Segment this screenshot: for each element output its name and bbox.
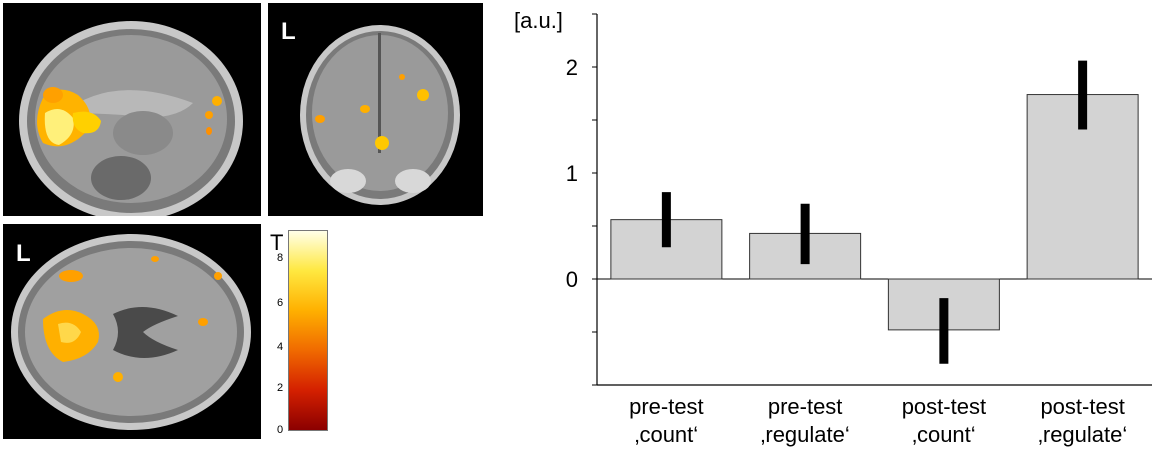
colorbar-tick-0: 0	[277, 424, 284, 436]
x-tick-label: pre-test	[629, 394, 704, 419]
coronal-image	[300, 25, 460, 205]
coronal-brain-slice: L	[268, 3, 483, 216]
sagittal-image	[19, 21, 243, 216]
y-tick-label: 0	[566, 267, 578, 292]
axial-left-marker: L	[16, 240, 31, 267]
x-tick-label: post-test	[902, 394, 986, 419]
y-tick-label: 1	[566, 161, 578, 186]
colorbar-tick-2: 2	[277, 382, 284, 394]
x-tick-label: ‚regulate‘	[1038, 422, 1127, 447]
x-tick-label: ‚count‘	[912, 422, 976, 447]
axial-image	[11, 234, 251, 430]
sagittal-brain-slice	[3, 3, 261, 216]
colorbar-tick-6: 6	[277, 297, 284, 309]
colorbar-tick-8: 8	[277, 252, 284, 264]
x-tick-label: post-test	[1040, 394, 1124, 419]
chart-plot-area: 0 1 2 pre-test ‚count‘ pre-test ‚regulate‘ post…	[566, 13, 1152, 447]
y-axis-label: [a.u.]	[514, 8, 563, 33]
x-tick-label: ‚regulate‘	[760, 422, 849, 447]
x-tick-label: ‚count‘	[635, 422, 699, 447]
x-tick-label: pre-test	[768, 394, 843, 419]
coronal-left-marker: L	[281, 18, 296, 45]
y-tick-label: 2	[566, 55, 578, 80]
colorbar	[288, 230, 328, 431]
axial-brain-slice: L	[3, 224, 261, 439]
bar-chart: [a.u.] 0 1 2 pre-test ‚count‘ pre-test ‚regula…	[514, 8, 1152, 447]
colorbar-title: T	[270, 230, 284, 255]
colorbar-tick-4: 4	[277, 341, 284, 353]
